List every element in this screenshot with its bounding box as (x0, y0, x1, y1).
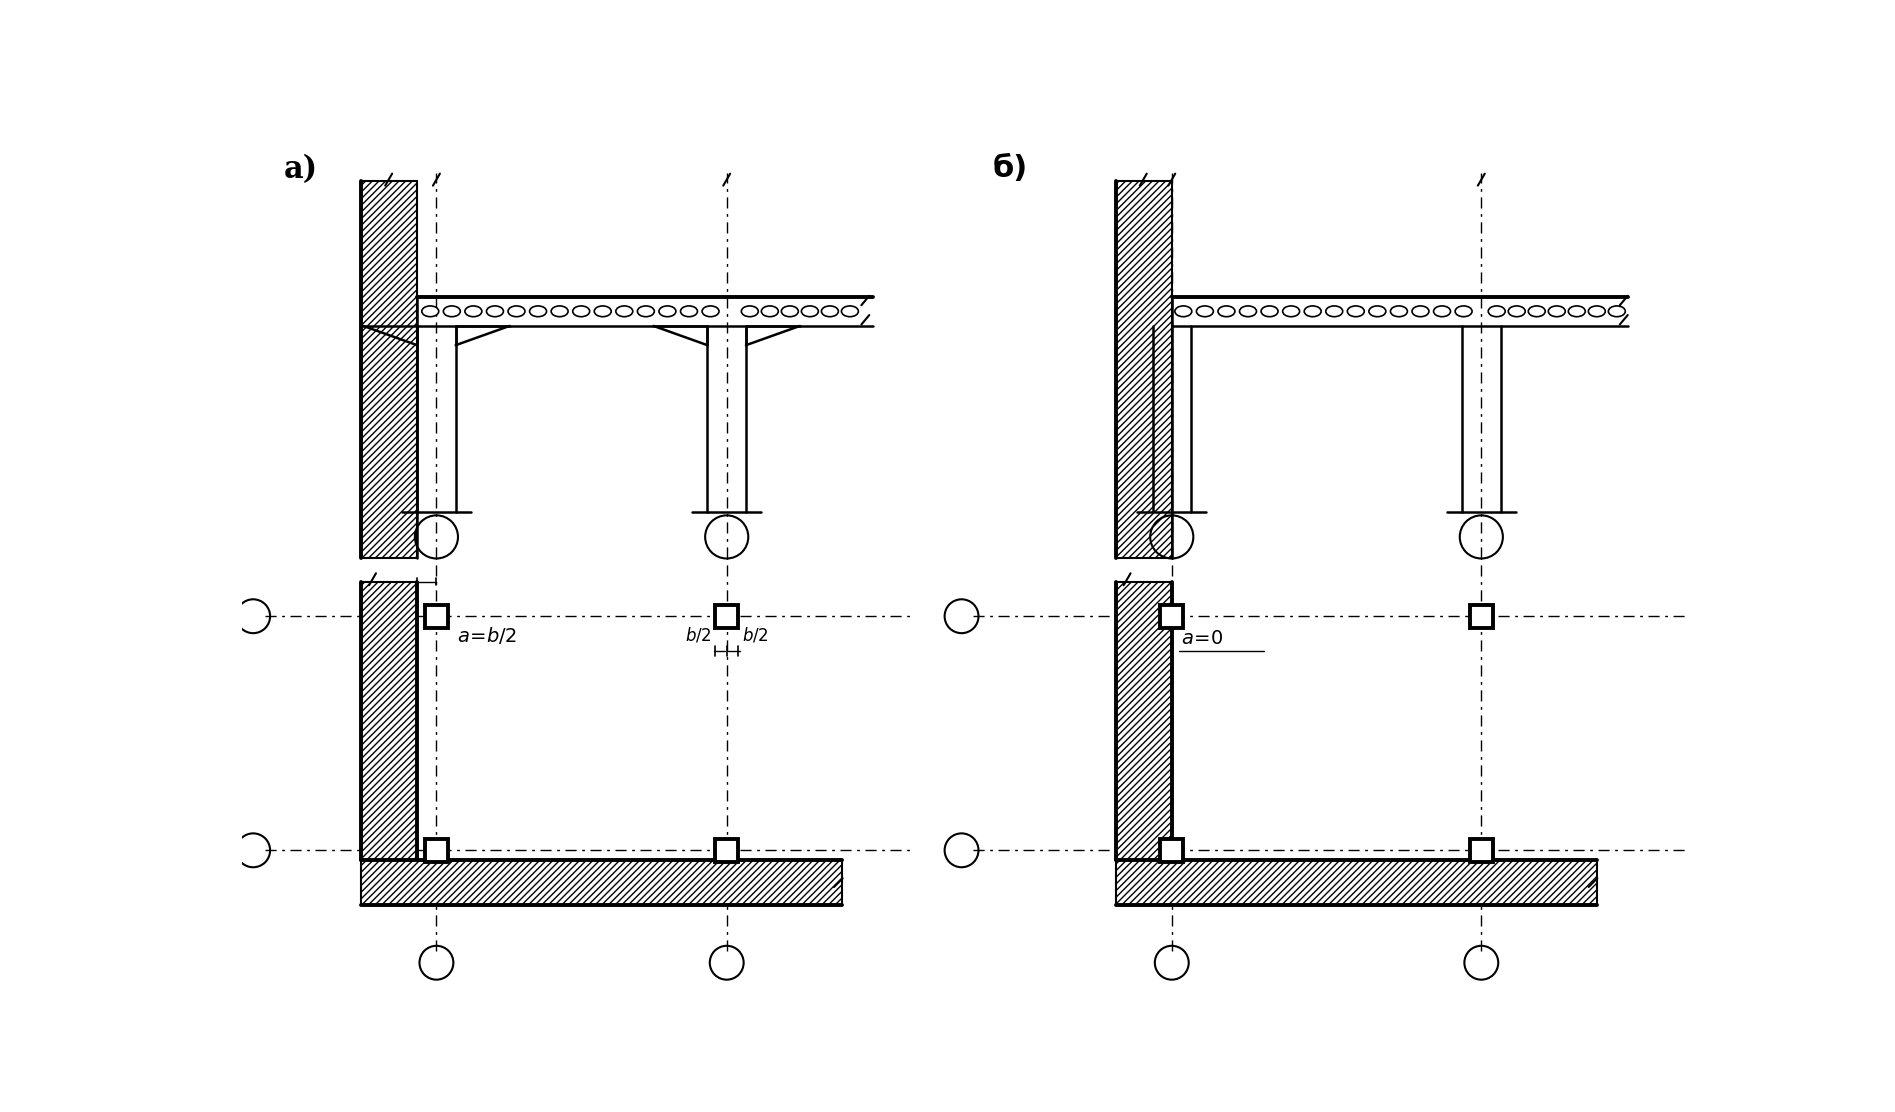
Ellipse shape (1260, 306, 1277, 317)
Text: $b/2$: $b/2$ (684, 626, 711, 645)
Ellipse shape (1304, 306, 1321, 317)
Ellipse shape (551, 306, 568, 317)
Ellipse shape (508, 306, 525, 317)
Ellipse shape (821, 306, 838, 317)
Ellipse shape (1412, 306, 1429, 317)
Ellipse shape (841, 306, 858, 317)
Bar (1116, 181, 1171, 558)
Ellipse shape (762, 306, 779, 317)
Text: $b/2$: $b/2$ (743, 626, 769, 645)
Bar (424, 838, 447, 862)
Ellipse shape (1368, 306, 1385, 317)
Ellipse shape (1239, 306, 1256, 317)
Ellipse shape (1391, 306, 1408, 317)
Ellipse shape (1218, 306, 1236, 317)
Bar (1160, 605, 1182, 628)
Ellipse shape (1175, 306, 1192, 317)
Ellipse shape (1196, 306, 1213, 317)
Ellipse shape (1435, 306, 1450, 317)
Ellipse shape (1548, 306, 1565, 317)
Ellipse shape (529, 306, 546, 317)
Ellipse shape (1455, 306, 1472, 317)
Ellipse shape (1569, 306, 1586, 317)
Ellipse shape (1488, 306, 1505, 317)
Ellipse shape (802, 306, 819, 317)
Text: б): б) (993, 155, 1027, 183)
Ellipse shape (1326, 306, 1344, 317)
Ellipse shape (1347, 306, 1364, 317)
Text: $a\!=\!0$: $a\!=\!0$ (1181, 631, 1224, 648)
Bar (424, 605, 447, 628)
Ellipse shape (443, 306, 460, 317)
Bar (1116, 861, 1597, 905)
Ellipse shape (1609, 306, 1626, 317)
Ellipse shape (781, 306, 798, 317)
Ellipse shape (1588, 306, 1605, 317)
Ellipse shape (680, 306, 697, 317)
Text: a): a) (284, 155, 318, 186)
Ellipse shape (464, 306, 481, 317)
Ellipse shape (1508, 306, 1525, 317)
Bar (360, 861, 841, 905)
Ellipse shape (637, 306, 654, 317)
Bar (360, 181, 417, 558)
Ellipse shape (487, 306, 504, 317)
Ellipse shape (616, 306, 633, 317)
Bar (360, 582, 417, 861)
Ellipse shape (423, 306, 440, 317)
Bar (1471, 838, 1493, 862)
Ellipse shape (659, 306, 677, 317)
Bar (1116, 582, 1171, 861)
Ellipse shape (1283, 306, 1300, 317)
Ellipse shape (701, 306, 718, 317)
Bar (1160, 838, 1182, 862)
Ellipse shape (595, 306, 612, 317)
Ellipse shape (1527, 306, 1544, 317)
Ellipse shape (572, 306, 589, 317)
Text: $a\!=\!b/2$: $a\!=\!b/2$ (457, 625, 517, 646)
Bar (714, 838, 739, 862)
Bar (714, 605, 739, 628)
Bar (1471, 605, 1493, 628)
Ellipse shape (741, 306, 758, 317)
